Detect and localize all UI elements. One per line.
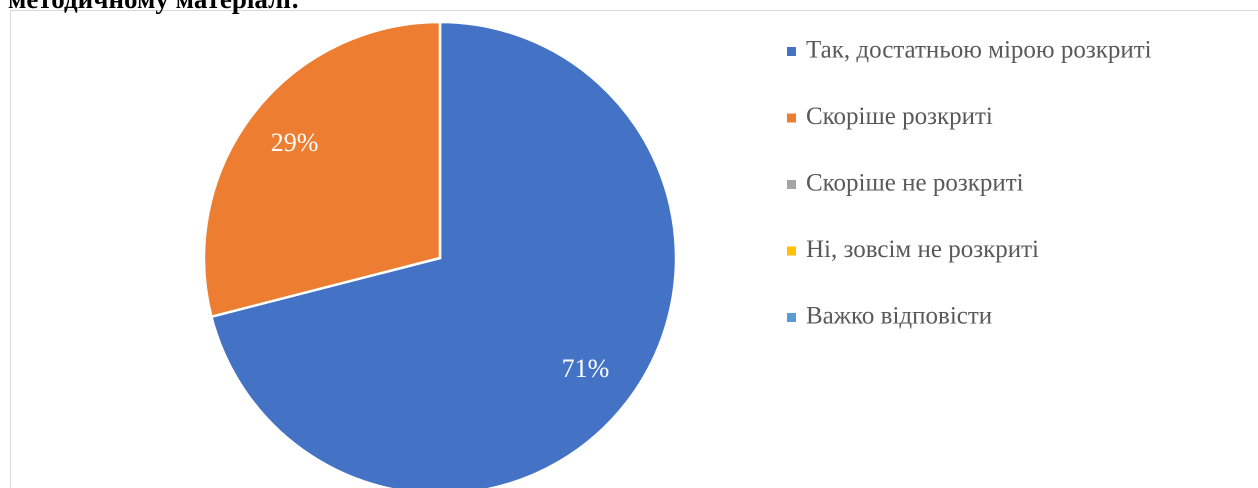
legend-swatch: [787, 113, 796, 123]
legend-swatch: [787, 180, 796, 189]
data-label: 71%: [562, 354, 610, 383]
legend-label: Скоріше не розкриті: [806, 170, 1024, 197]
data-label: 29%: [271, 128, 319, 157]
legend-label: Ні, зовсім не розкриті: [806, 236, 1039, 263]
pie-slice: [209, 20, 678, 488]
legend-swatch: [787, 313, 796, 322]
chart-title: методичному матеріалі:: [8, 0, 300, 14]
legend-label: Важко відповісти: [806, 303, 992, 330]
legend-swatch: [787, 47, 796, 56]
legend-swatch: [787, 246, 796, 256]
pie-slice: [202, 20, 442, 319]
legend-label: Скоріше розкриті: [806, 103, 993, 130]
legend-label: Так, достатньою мірою розкриті: [806, 37, 1152, 64]
